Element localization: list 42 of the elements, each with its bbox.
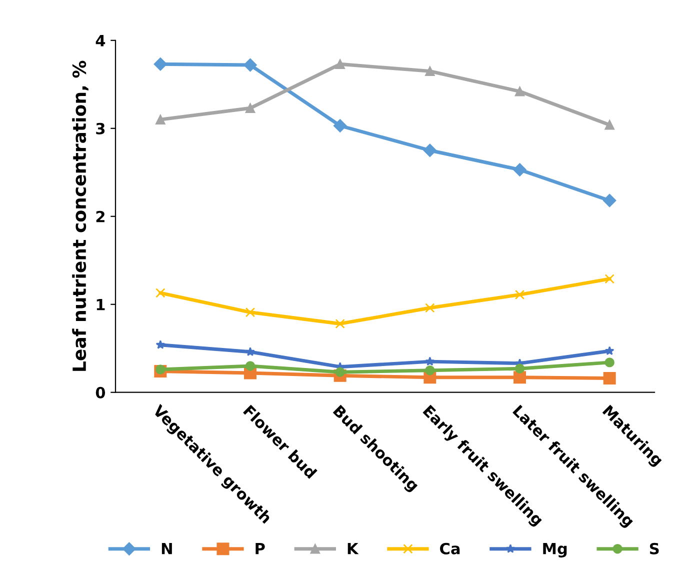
point (602, 194, 616, 208)
legend-label: K (348, 543, 359, 554)
point (603, 372, 616, 385)
point (604, 274, 614, 284)
point (514, 364, 525, 374)
point (604, 120, 614, 130)
point (425, 303, 435, 313)
point (604, 346, 614, 356)
y-tick-label: 1 (96, 299, 105, 310)
point (425, 366, 435, 376)
point (335, 318, 345, 329)
legend-label: P (256, 543, 265, 554)
point (514, 371, 526, 384)
point (514, 86, 525, 96)
legend-label: Mg (543, 543, 567, 558)
point (513, 163, 526, 176)
point (246, 347, 255, 356)
point (156, 340, 166, 349)
y-tick-label: 0 (96, 386, 106, 398)
point (604, 358, 614, 368)
y-tick-label: 4 (96, 35, 106, 46)
point (244, 58, 257, 72)
point (335, 367, 345, 377)
point (514, 290, 525, 300)
point (156, 288, 166, 298)
legend-label: Ca (440, 542, 460, 554)
y-axis-title: Leaf nutrient concentration, % (72, 60, 88, 371)
point (245, 361, 256, 371)
point (245, 103, 256, 114)
point (333, 119, 347, 132)
y-tick-label: 2 (96, 210, 104, 222)
legend-label: N (162, 543, 172, 554)
point (156, 114, 166, 124)
point (335, 59, 345, 70)
point (156, 364, 166, 374)
point (423, 144, 437, 157)
legend-label: S (650, 542, 659, 554)
point (425, 356, 435, 366)
point (154, 58, 168, 71)
point (245, 307, 256, 318)
point (425, 66, 435, 76)
y-tick-label: 3 (96, 122, 105, 134)
